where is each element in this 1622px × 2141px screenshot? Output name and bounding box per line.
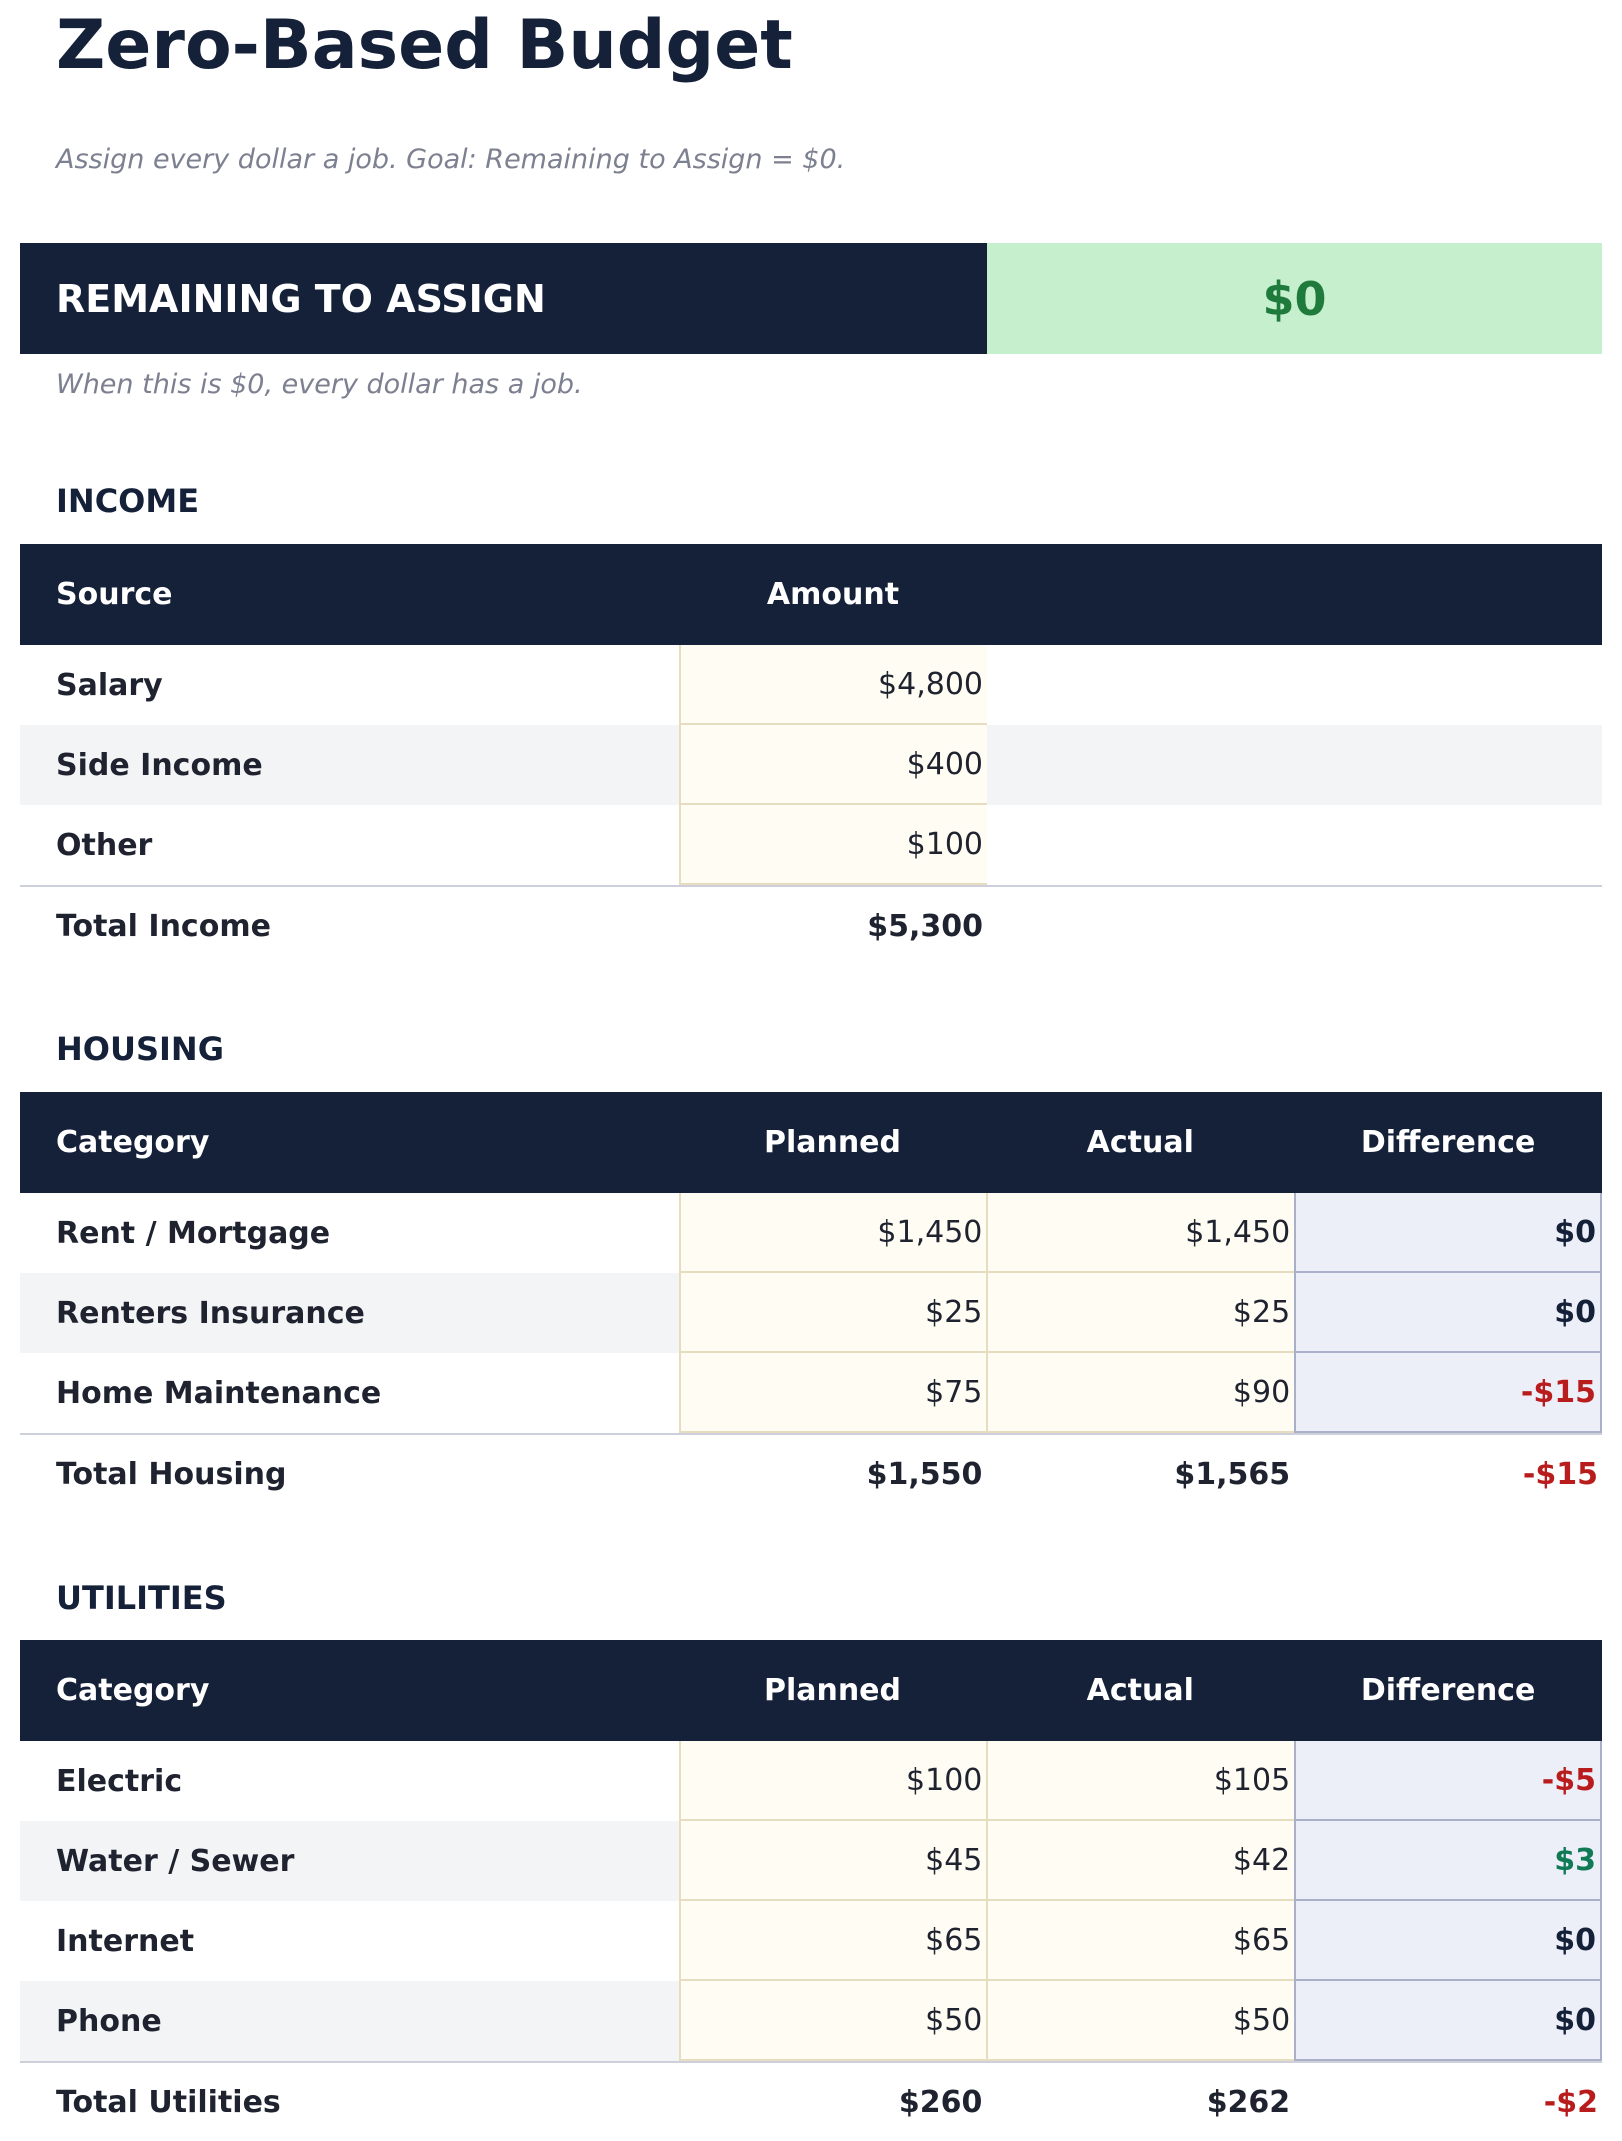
actual-cell[interactable]: $1,450	[986, 1193, 1295, 1273]
row-label: Salary	[56, 667, 163, 703]
total-label: Total Utilities	[56, 2084, 281, 2120]
actual-cell[interactable]: $105	[986, 1741, 1295, 1821]
actual-cell[interactable]: $90	[986, 1353, 1295, 1433]
difference-cell: -$15	[1522, 1456, 1598, 1492]
row-label: Renters Insurance	[56, 1295, 365, 1331]
row-label: Home Maintenance	[56, 1375, 382, 1411]
table-row: Renters Insurance $25 $25 $0	[20, 1273, 1602, 1353]
planned-cell[interactable]: $75	[678, 1353, 987, 1433]
table-row: Rent / Mortgage $1,450 $1,450 $0	[20, 1193, 1602, 1273]
table-row: Other $100	[20, 805, 1602, 885]
housing-section-title: HOUSING	[56, 1030, 224, 1068]
planned-cell[interactable]: $65	[678, 1901, 987, 1981]
difference-cell: $3	[1294, 1821, 1602, 1901]
column-header: Difference	[1360, 1673, 1536, 1708]
planned-cell[interactable]: $1,450	[678, 1193, 987, 1273]
table-header: Source Amount	[20, 544, 1602, 645]
amount-cell: $5,300	[867, 908, 983, 944]
remaining-note: When this is $0, every dollar has a job.	[56, 369, 583, 400]
actual-cell: $1,565	[1174, 1456, 1291, 1492]
utilities-section-title: UTILITIES	[56, 1579, 227, 1617]
table-row: Side Income $400	[20, 725, 1602, 805]
difference-cell: -$15	[1294, 1353, 1602, 1433]
column-header: Source	[56, 577, 173, 612]
planned-cell[interactable]: $100	[678, 1741, 987, 1821]
difference-cell: $0	[1294, 1901, 1602, 1981]
total-row: Total Housing $1,550 $1,565 -$15	[20, 1433, 1602, 1513]
planned-cell: $1,550	[866, 1456, 983, 1492]
difference-cell: -$5	[1294, 1741, 1602, 1821]
total-label: Total Housing	[56, 1456, 287, 1492]
difference-cell: $0	[1294, 1981, 1602, 2061]
row-label: Water / Sewer	[56, 1843, 295, 1879]
income-section-title: INCOME	[56, 482, 200, 520]
planned-cell[interactable]: $45	[678, 1821, 987, 1901]
column-header: Category	[56, 1673, 210, 1708]
page-title: Zero-Based Budget	[56, 6, 793, 85]
table-row: Salary $4,800	[20, 645, 1602, 725]
difference-cell: $0	[1294, 1273, 1602, 1353]
row-label: Electric	[56, 1763, 183, 1799]
column-header: Actual	[1086, 1125, 1194, 1160]
utilities-table: Category Planned Actual Difference Electric $…	[20, 1640, 1602, 2141]
table-row: Water / Sewer $45 $42 $3	[20, 1821, 1602, 1901]
table-header: Category Planned Actual Difference	[20, 1092, 1602, 1193]
amount-cell[interactable]: $4,800	[679, 645, 987, 725]
actual-cell[interactable]: $50	[986, 1981, 1295, 2061]
actual-cell[interactable]: $65	[986, 1901, 1295, 1981]
housing-table: Category Planned Actual Difference Rent / Mo…	[20, 1092, 1602, 1513]
column-header: Planned	[763, 1673, 902, 1708]
column-header: Actual	[1086, 1673, 1194, 1708]
difference-cell: -$2	[1543, 2084, 1598, 2120]
planned-cell[interactable]: $25	[678, 1273, 987, 1353]
remaining-label: REMAINING TO ASSIGN	[20, 243, 987, 354]
actual-cell[interactable]: $42	[986, 1821, 1295, 1901]
row-label: Internet	[56, 1923, 195, 1959]
column-header: Planned	[763, 1125, 902, 1160]
table-header: Category Planned Actual Difference	[20, 1640, 1602, 1741]
column-header: Difference	[1360, 1125, 1536, 1160]
column-header: Category	[56, 1125, 210, 1160]
table-row: Internet $65 $65 $0	[20, 1901, 1602, 1981]
table-row: Electric $100 $105 -$5	[20, 1741, 1602, 1821]
actual-cell[interactable]: $25	[986, 1273, 1295, 1353]
amount-cell[interactable]: $100	[679, 805, 987, 885]
remaining-banner: REMAINING TO ASSIGN $0	[20, 243, 1602, 354]
actual-cell: $262	[1206, 2084, 1291, 2120]
difference-cell: $0	[1294, 1193, 1602, 1273]
page-subtitle: Assign every dollar a job. Goal: Remaini…	[56, 144, 846, 175]
total-label: Total Income	[56, 908, 271, 944]
row-label: Side Income	[56, 747, 263, 783]
planned-cell[interactable]: $50	[678, 1981, 987, 2061]
table-row: Phone $50 $50 $0	[20, 1981, 1602, 2061]
total-row: Total Utilities $260 $262 -$2	[20, 2061, 1602, 2141]
total-row: Total Income $5,300	[20, 885, 1602, 965]
planned-cell: $260	[898, 2084, 983, 2120]
row-label: Phone	[56, 2003, 162, 2039]
column-header: Amount	[766, 577, 900, 612]
remaining-value: $0	[987, 243, 1602, 354]
income-table: Source Amount Salary $4,800 Side Income $400 O…	[20, 544, 1602, 965]
row-label: Other	[56, 827, 153, 863]
row-label: Rent / Mortgage	[56, 1215, 331, 1251]
amount-cell[interactable]: $400	[679, 725, 987, 805]
table-row: Home Maintenance $75 $90 -$15	[20, 1353, 1602, 1433]
